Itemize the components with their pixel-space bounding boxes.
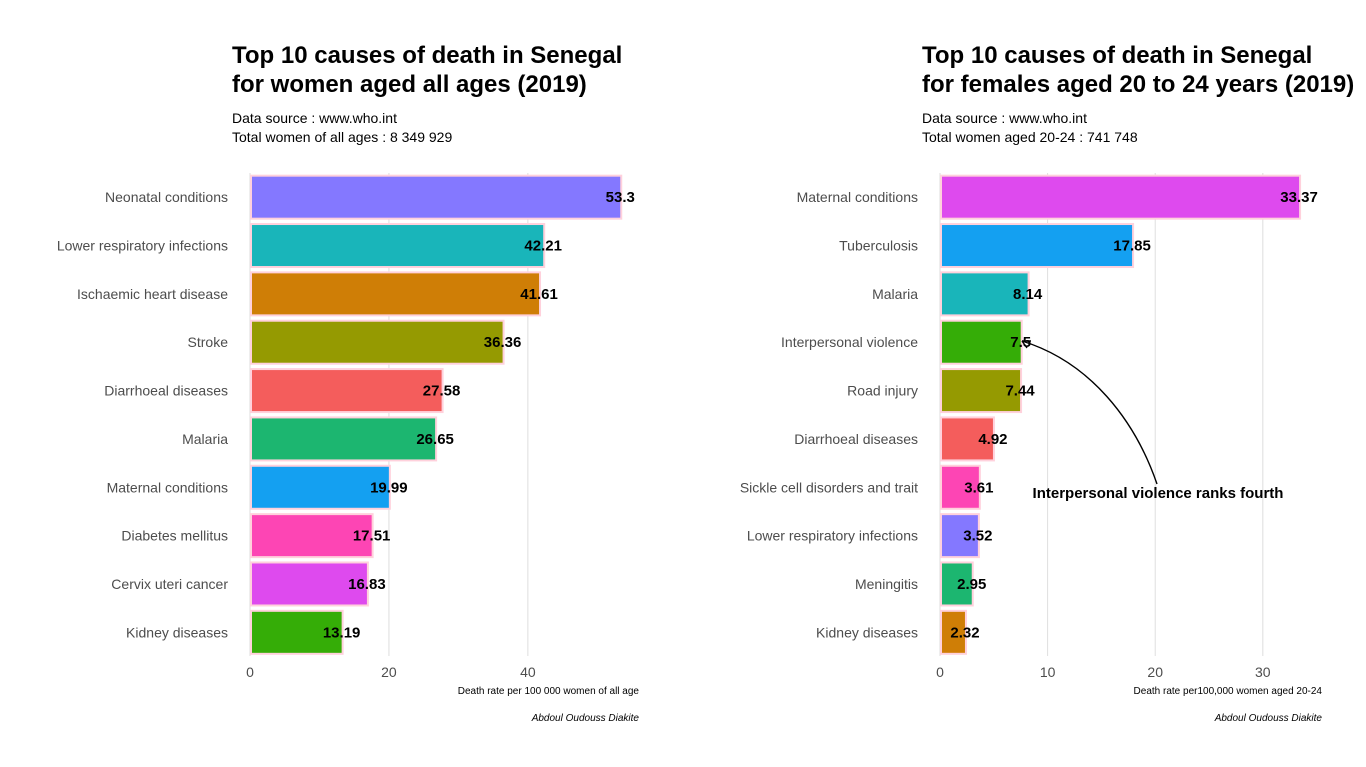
value-labels: 53.3 42.21 41.61 36.36 27.58 26.65 19.99 17.51 1…	[323, 189, 635, 641]
bars	[250, 174, 623, 655]
category-label: Neonatal conditions	[105, 189, 228, 205]
value-label: 2.95	[957, 576, 986, 593]
bar	[940, 271, 1030, 317]
bar	[940, 561, 974, 607]
category-label: Maternal conditions	[797, 189, 918, 205]
chart-title-line2: for females aged 20 to 24 years (2019)	[922, 71, 1354, 98]
bar	[250, 513, 374, 559]
category-label: Road injury	[847, 383, 918, 399]
category-label: Meningitis	[855, 576, 918, 592]
category-label: Ischaemic heart disease	[77, 286, 228, 302]
chart-panel-all-ages: Top 10 causes of death in Senegal for wo…	[57, 42, 640, 724]
x-tick-label: 30	[1255, 664, 1271, 680]
chart-title-line1: Top 10 causes of death in Senegal	[922, 42, 1312, 69]
annotation-arrowhead	[1021, 340, 1031, 349]
value-label: 3.52	[963, 528, 992, 545]
category-labels: Maternal conditions Tuberculosis Malaria In…	[740, 189, 918, 640]
category-label: Interpersonal violence	[781, 334, 918, 350]
bar	[250, 174, 623, 220]
bar	[250, 464, 391, 510]
bar	[940, 319, 1023, 365]
category-labels: Neonatal conditions Lower respiratory inf…	[57, 189, 229, 640]
value-label: 8.14	[1013, 286, 1043, 303]
bars	[940, 174, 1302, 655]
chart-title-line2: for women aged all ages (2019)	[232, 71, 587, 98]
chart-subtitle-line2: Total women of all ages : 8 349 929	[232, 129, 452, 145]
bar	[940, 416, 995, 462]
chart-subtitle-line1: Data source : www.who.int	[232, 110, 397, 126]
value-label: 17.51	[353, 528, 391, 545]
category-label: Lower respiratory infections	[747, 528, 918, 544]
category-label: Maternal conditions	[107, 479, 228, 495]
bar	[250, 561, 369, 607]
value-label: 53.3	[606, 189, 635, 206]
value-label: 3.61	[964, 479, 993, 496]
value-label: 26.65	[416, 431, 454, 448]
value-label: 13.19	[323, 624, 361, 641]
value-label: 17.85	[1113, 238, 1151, 255]
value-label: 42.21	[524, 238, 562, 255]
bar	[250, 609, 344, 655]
annotation-arrow	[1021, 340, 1158, 485]
category-label: Lower respiratory infections	[57, 238, 228, 254]
category-label: Tuberculosis	[839, 238, 918, 254]
x-axis-label: Death rate per100,000 women aged 20-24	[1134, 686, 1323, 697]
value-label: 19.99	[370, 479, 408, 496]
value-label: 16.83	[348, 576, 386, 593]
chart-caption: Abdoul Oudouss Diakite	[1214, 713, 1323, 724]
chart-panel-20-24: Top 10 causes of death in Senegal for fe…	[740, 42, 1354, 724]
category-label: Kidney diseases	[126, 624, 228, 640]
value-labels: 33.3717.858.147.57.444.923.613.522.952.3…	[950, 189, 1317, 641]
chart-caption: Abdoul Oudouss Diakite	[531, 713, 640, 724]
bar	[250, 271, 542, 317]
value-label: 36.36	[484, 334, 522, 351]
value-label: 7.44	[1005, 383, 1035, 400]
x-tick-label: 10	[1040, 664, 1056, 680]
bar	[940, 464, 981, 510]
x-tick-labels: 0 10 20 30	[936, 664, 1271, 680]
category-label: Diarrhoeal diseases	[794, 431, 918, 447]
value-label: 27.58	[423, 383, 461, 400]
category-label: Kidney diseases	[816, 624, 918, 640]
bar	[940, 368, 1023, 414]
bar	[250, 223, 546, 269]
value-label: 4.92	[978, 431, 1007, 448]
chart-subtitle-line2: Total women aged 20-24 : 741 748	[922, 129, 1138, 145]
category-label: Malaria	[872, 286, 918, 302]
value-label: 33.37	[1280, 189, 1318, 206]
bar	[940, 609, 967, 655]
annotation-text: Interpersonal violence ranks fourth	[1033, 485, 1284, 502]
bar	[940, 174, 1302, 220]
x-tick-label: 20	[1147, 664, 1163, 680]
x-tick-labels: 0 20 40	[246, 664, 536, 680]
x-tick-label: 40	[520, 664, 536, 680]
chart-subtitle-line1: Data source : www.who.int	[922, 110, 1087, 126]
bar	[250, 319, 505, 365]
chart-title-line1: Top 10 causes of death in Senegal	[232, 42, 622, 69]
category-label: Malaria	[182, 431, 228, 447]
category-label: Diarrhoeal diseases	[104, 383, 228, 399]
category-label: Sickle cell disorders and trait	[740, 479, 918, 495]
category-label: Diabetes mellitus	[121, 528, 228, 544]
bar	[940, 223, 1135, 269]
bar	[250, 368, 444, 414]
category-label: Cervix uteri cancer	[111, 576, 228, 592]
bar	[250, 416, 438, 462]
category-label: Stroke	[188, 334, 229, 350]
bar	[940, 513, 980, 559]
x-tick-label: 0	[936, 664, 944, 680]
value-label: 2.32	[950, 624, 979, 641]
x-tick-label: 20	[381, 664, 397, 680]
value-label: 41.61	[520, 286, 558, 303]
x-axis-label: Death rate per 100 000 women of all age	[458, 686, 640, 697]
x-tick-label: 0	[246, 664, 254, 680]
